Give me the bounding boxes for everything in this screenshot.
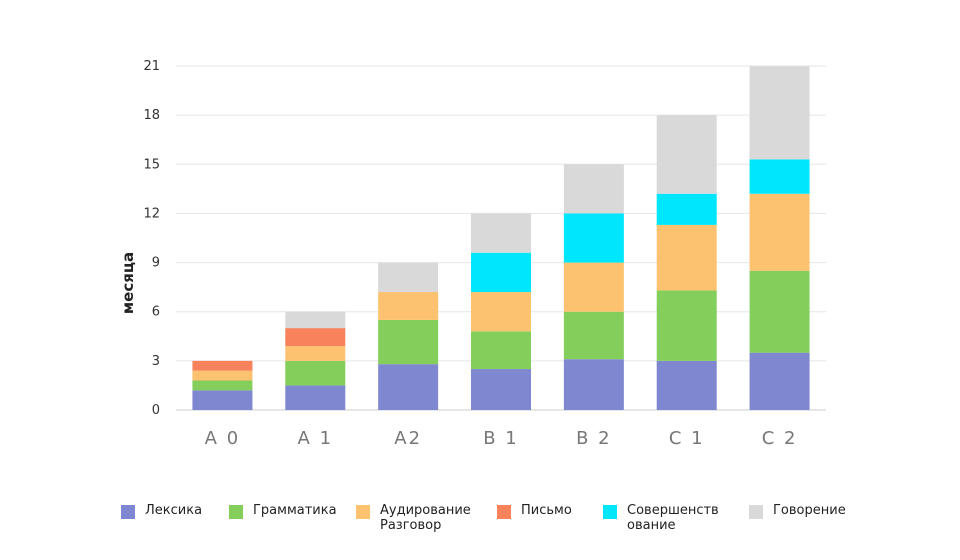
bar-segment (471, 331, 531, 370)
x-tick-label: B 1 (483, 428, 519, 449)
x-axis-ticks: A 0 A 1 A2 B 1 B 2 C 1 C 2 (205, 428, 798, 449)
bar-segment (378, 292, 439, 320)
bar-segment (285, 385, 346, 410)
bar-segment (378, 319, 439, 365)
stacked-bar-chart: 0 3 6 9 12 15 18 21 A 0 A 1 A2 B 1 B 2 C 1 C 2 месяца (119, 59, 826, 449)
bar-segment (563, 311, 624, 360)
y-tick-label: 21 (143, 59, 160, 74)
bar-segment (378, 364, 439, 410)
y-tick-label: 12 (143, 206, 160, 221)
legend-item: Совершенств ование (603, 503, 719, 533)
bar-segment (285, 346, 346, 361)
bar-segment (563, 262, 624, 312)
legend-item: Письмо (497, 503, 572, 519)
y-tick-label: 15 (143, 157, 160, 172)
y-tick-label: 3 (152, 354, 160, 369)
legend-label: Совершенств ование (627, 503, 719, 533)
bar-segment (749, 270, 810, 353)
bars (192, 66, 810, 410)
bar-segment (749, 66, 810, 160)
legend: Лексика Грамматика Аудирование Разговор Пис… (0, 503, 960, 553)
y-tick-label: 18 (143, 108, 160, 123)
legend-swatch (229, 505, 243, 519)
x-tick-label: C 1 (669, 428, 705, 449)
bar-segment (378, 262, 439, 293)
bar-segment (656, 360, 717, 410)
legend-swatch (603, 505, 617, 519)
y-axis-ticks: 0 3 6 9 12 15 18 21 (143, 59, 160, 418)
legend-swatch (356, 505, 370, 519)
bar-segment (656, 290, 717, 361)
y-axis-label: месяца (119, 252, 137, 314)
legend-item: Говорение (749, 503, 846, 519)
legend-item: Лексика (121, 503, 202, 519)
bar-segment (749, 159, 810, 194)
y-tick-label: 6 (152, 305, 160, 320)
legend-swatch (749, 505, 763, 519)
y-tick-label: 9 (152, 256, 160, 271)
bar-segment (192, 380, 253, 391)
legend-swatch (121, 505, 135, 519)
bar-segment (656, 224, 717, 291)
legend-label: Аудирование Разговор (380, 503, 471, 533)
x-tick-label: C 2 (762, 428, 798, 449)
legend-label: Грамматика (253, 503, 337, 518)
legend-label: Лексика (145, 503, 203, 518)
bar-segment (563, 164, 624, 214)
bar-segment (285, 360, 346, 386)
bar-segment (192, 390, 253, 410)
bar-segment (285, 311, 346, 329)
bar-segment (563, 359, 624, 410)
x-tick-label: A2 (394, 428, 422, 449)
y-tick-label: 0 (152, 403, 160, 418)
bar-segment (471, 292, 531, 332)
bar-segment (471, 213, 531, 253)
bar-segment (563, 213, 624, 263)
bar-segment (471, 252, 531, 293)
legend-label: Письмо (521, 503, 572, 518)
legend-item: Аудирование Разговор (356, 503, 471, 533)
bar-segment (749, 193, 810, 271)
bar-segment (192, 370, 253, 381)
x-tick-label: A 0 (205, 428, 241, 449)
legend-swatch (497, 505, 511, 519)
bar-segment (749, 352, 810, 410)
bar-segment (471, 369, 531, 410)
x-tick-label: B 2 (576, 428, 612, 449)
legend-item: Грамматика (229, 503, 337, 519)
bar-segment (656, 193, 717, 225)
legend-label: Говорение (773, 503, 846, 518)
bar-segment (192, 360, 253, 371)
bar-segment (656, 115, 717, 194)
bar-segment (285, 328, 346, 347)
x-tick-label: A 1 (298, 428, 334, 449)
